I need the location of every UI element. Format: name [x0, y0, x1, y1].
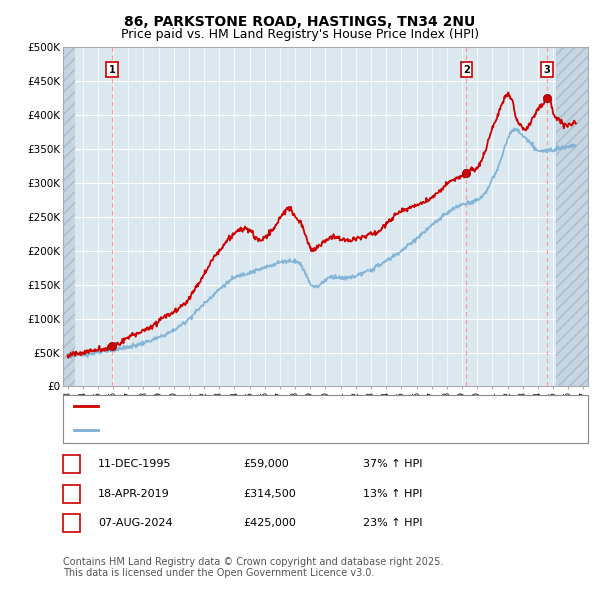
Text: £425,000: £425,000	[243, 519, 296, 528]
Text: £59,000: £59,000	[243, 460, 289, 469]
Text: 1: 1	[109, 64, 116, 74]
Text: 13% ↑ HPI: 13% ↑ HPI	[363, 489, 422, 499]
Text: 18-APR-2019: 18-APR-2019	[98, 489, 170, 499]
Text: 86, PARKSTONE ROAD, HASTINGS, TN34 2NU: 86, PARKSTONE ROAD, HASTINGS, TN34 2NU	[124, 15, 476, 29]
Text: 3: 3	[544, 64, 550, 74]
Text: 2: 2	[68, 489, 75, 499]
Text: 11-DEC-1995: 11-DEC-1995	[98, 460, 172, 469]
Text: 1: 1	[68, 460, 75, 469]
Text: £314,500: £314,500	[243, 489, 296, 499]
Bar	[556, 47, 588, 386]
Text: 86, PARKSTONE ROAD, HASTINGS, TN34 2NU (semi-detached house): 86, PARKSTONE ROAD, HASTINGS, TN34 2NU (…	[104, 401, 488, 411]
Text: Contains HM Land Registry data © Crown copyright and database right 2025.
This d: Contains HM Land Registry data © Crown c…	[63, 557, 443, 578]
Bar	[63, 47, 75, 386]
Text: 37% ↑ HPI: 37% ↑ HPI	[363, 460, 422, 469]
Text: HPI: Average price, semi-detached house, Hastings: HPI: Average price, semi-detached house,…	[104, 425, 389, 434]
Text: Price paid vs. HM Land Registry's House Price Index (HPI): Price paid vs. HM Land Registry's House …	[121, 28, 479, 41]
Text: 07-AUG-2024: 07-AUG-2024	[98, 519, 172, 528]
Text: 2: 2	[463, 64, 470, 74]
Text: 23% ↑ HPI: 23% ↑ HPI	[363, 519, 422, 528]
Text: 3: 3	[68, 519, 75, 528]
